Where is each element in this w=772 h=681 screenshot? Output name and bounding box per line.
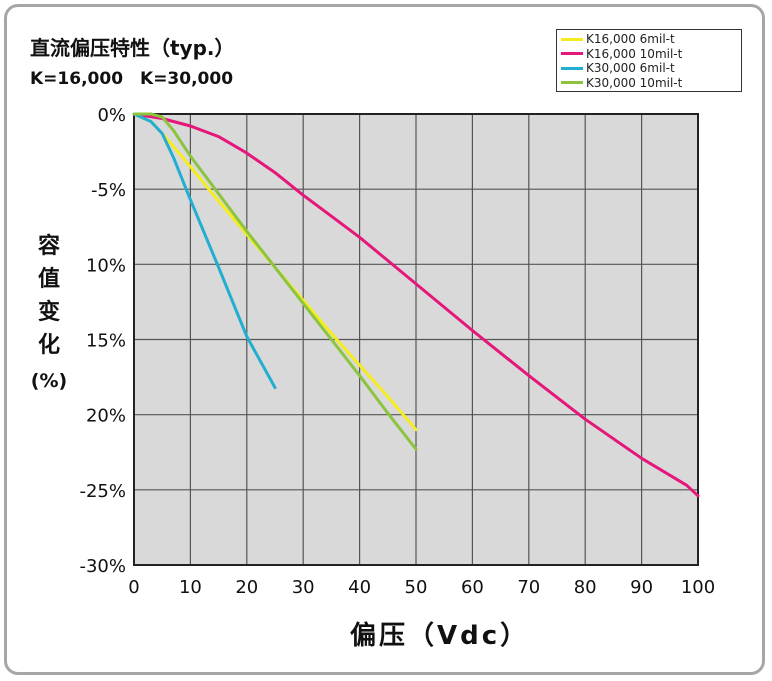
legend-item: K30,000 10mil-t xyxy=(561,76,741,91)
y-axis-label-char: 容 xyxy=(37,234,60,259)
legend-swatch xyxy=(561,37,583,41)
x-tick-label: 0 xyxy=(128,577,139,598)
series-line xyxy=(132,112,700,498)
legend-item: K16,000 6mil-t xyxy=(561,32,741,47)
y-axis-label-char: 化 xyxy=(37,333,60,358)
y-tick-label: 10% xyxy=(86,255,126,276)
legend-label: K16,000 10mil-t xyxy=(586,46,683,61)
legend-label: K16,000 6mil-t xyxy=(586,32,675,47)
legend-swatch xyxy=(561,52,583,56)
x-tick-label: 10 xyxy=(179,577,202,598)
series-line xyxy=(132,112,418,451)
x-tick-label: 60 xyxy=(461,577,484,598)
y-axis-label-char: 变 xyxy=(37,300,60,325)
x-tick-label: 70 xyxy=(517,577,540,598)
legend-item: K30,000 6mil-t xyxy=(561,61,741,76)
x-tick-label: 40 xyxy=(348,577,371,598)
legend-item: K16,000 10mil-t xyxy=(561,47,741,62)
legend-label: K30,000 6mil-t xyxy=(586,61,675,76)
x-tick-label: 90 xyxy=(630,577,653,598)
series-line xyxy=(132,112,277,390)
plot-border xyxy=(133,113,699,566)
chart-title: 直流偏压特性（typ.） xyxy=(30,36,235,60)
legend-label: K30,000 10mil-t xyxy=(586,75,683,90)
legend-swatch xyxy=(561,66,583,70)
y-axis-unit: (%) xyxy=(30,370,68,392)
legend: K16,000 6mil-t K16,000 10mil-t K30,000 6… xyxy=(556,29,742,92)
y-tick-label: 15% xyxy=(86,331,126,352)
chart-subtitle: K=16,000 K=30,000 xyxy=(30,69,234,89)
x-tick-label: 30 xyxy=(292,577,315,598)
y-tick-label: -25% xyxy=(79,481,126,502)
y-tick-label: 0% xyxy=(97,105,126,126)
y-axis-label-char: 值 xyxy=(37,267,60,292)
legend-swatch xyxy=(561,81,583,85)
y-tick-label: -5% xyxy=(91,180,126,201)
x-tick-label: 20 xyxy=(235,577,258,598)
y-axis-label: 容 值 变 化 (%) xyxy=(22,230,76,396)
x-tick-label: 100 xyxy=(681,577,715,598)
x-tick-label: 50 xyxy=(405,577,428,598)
y-tick-label: -30% xyxy=(79,556,126,577)
x-tick-label: 80 xyxy=(574,577,597,598)
x-axis-label: 偏压（Vdc） xyxy=(350,621,530,651)
y-tick-label: 20% xyxy=(86,406,126,427)
